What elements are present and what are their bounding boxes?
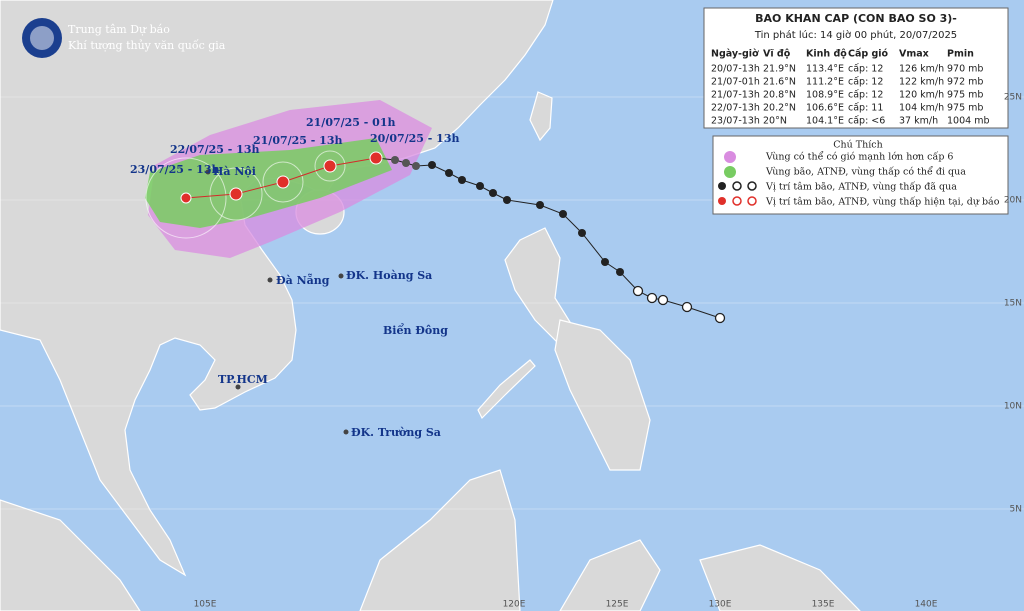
table-cell: 21/07-01h — [711, 77, 760, 88]
legend-icon — [724, 151, 736, 163]
table-cell: 122 km/h — [899, 77, 944, 88]
legend-icon — [718, 181, 757, 191]
table-cell: 21/07-13h — [711, 90, 760, 101]
track-label: 22/07/25 - 13h — [170, 143, 260, 156]
table-cell: 120 km/h — [899, 90, 944, 101]
table-cell: 22/07-13h — [711, 103, 760, 114]
column-header: Vmax — [899, 49, 929, 60]
info-box — [703, 7, 1009, 129]
legend-item: Vị trí tâm bão, ATNĐ, vùng thấp hiện tại… — [765, 197, 1000, 208]
table-cell: 113.4°E — [806, 64, 844, 75]
table-cell: cấp: 12 — [848, 64, 883, 75]
legend-box — [712, 135, 1009, 215]
longitude-label: 140E — [915, 600, 938, 610]
longitude-label: 130E — [709, 600, 732, 610]
longitude-label: 125E — [606, 600, 629, 610]
place-label: Biển Đông — [383, 323, 448, 337]
legend-title: Chú Thích — [833, 140, 882, 151]
column-header: Vĩ độ — [763, 49, 791, 60]
table-cell: 21.6°N — [763, 77, 796, 88]
column-header: Cấp gió — [848, 49, 889, 60]
agency-line: Khí tượng thủy văn quốc gia — [68, 39, 226, 52]
table-cell: 21.9°N — [763, 64, 796, 75]
track-label: 20/07/25 - 13h — [370, 132, 460, 145]
legend-items: Vùng có thể có gió mạnh lớn hơn cấp 6 Vùn… — [765, 151, 1000, 208]
column-header: Pmin — [947, 49, 974, 60]
column-header: Kinh độ — [806, 49, 847, 60]
latitude-label: 15N — [1004, 299, 1022, 309]
table-cell: 104 km/h — [899, 103, 944, 114]
legend-icon — [718, 196, 757, 206]
bulletin-title: BAO KHAN CAP (CON BAO SO 3)- — [755, 12, 957, 25]
table-cell: 970 mb — [947, 64, 983, 75]
table-cell: 20.8°N — [763, 90, 796, 101]
latitude-label: 10N — [1004, 402, 1022, 412]
table-cell: 975 mb — [947, 90, 983, 101]
bulletin-table: Ngày-giờ Vĩ độ Kinh độ Cấp gió Vmax Pmin 20/07… — [711, 49, 989, 127]
place-label: Hà Nội — [213, 165, 256, 178]
latitude-label: 20N — [1004, 196, 1022, 206]
agency-line: Trung tâm Dự báo — [68, 23, 170, 36]
logo-inner — [30, 26, 54, 50]
legend-icon — [724, 166, 736, 178]
place-label: ĐK. Trường Sa — [351, 426, 441, 439]
longitude-label: 120E — [503, 600, 526, 610]
table-cell: cấp: 12 — [848, 77, 883, 88]
place-label: TP.HCM — [218, 373, 268, 386]
table-cell: cấp: <6 — [848, 116, 885, 127]
latitude-label: 25N — [1004, 93, 1022, 103]
track-label: 23/07/25 - 13h — [130, 163, 220, 176]
place-dots — [205, 169, 349, 435]
track-label: 21/07/25 - 13h — [253, 134, 343, 147]
table-cell: 20.2°N — [763, 103, 796, 114]
table-cell: 1004 mb — [947, 116, 989, 127]
forecast-storms — [180, 151, 383, 204]
track-label: 21/07/25 - 01h — [306, 116, 396, 129]
past-lows — [632, 285, 726, 324]
longitude-label: 135E — [812, 600, 835, 610]
table-cell: 20/07-13h — [711, 64, 760, 75]
column-header: Ngày-giờ — [711, 49, 759, 60]
latitude-label: 5N — [1010, 505, 1022, 515]
table-cell: 106.6°E — [806, 103, 844, 114]
place-label: Đà Nẵng — [276, 274, 330, 287]
legend-item: Vùng có thể có gió mạnh lớn hơn cấp 6 — [765, 151, 953, 163]
table-cell: 108.9°E — [806, 90, 844, 101]
table-cell: cấp: 11 — [848, 103, 883, 114]
table-cell: 972 mb — [947, 77, 983, 88]
place-label: ĐK. Hoàng Sa — [346, 269, 432, 282]
bulletin-time: Tin phát lúc: 14 giờ 00 phút, 20/07/2025 — [754, 29, 957, 41]
legend-item: Vùng bão, ATNĐ, vùng thấp có thể đi qua — [765, 166, 966, 178]
table-cell: 126 km/h — [899, 64, 944, 75]
table-cell: 104.1°E — [806, 116, 844, 127]
table-cell: 111.2°E — [806, 77, 844, 88]
longitude-label: 105E — [194, 600, 217, 610]
table-cell: cấp: 12 — [848, 90, 883, 101]
table-cell: 20°N — [763, 116, 787, 127]
table-cell: 23/07-13h — [711, 116, 760, 127]
legend-item: Vị trí tâm bão, ATNĐ, vùng thấp đã qua — [765, 182, 957, 193]
past-storms — [391, 156, 624, 276]
wind-radius — [145, 150, 346, 239]
table-cell: 37 km/h — [899, 116, 938, 127]
table-cell: 975 mb — [947, 103, 983, 114]
